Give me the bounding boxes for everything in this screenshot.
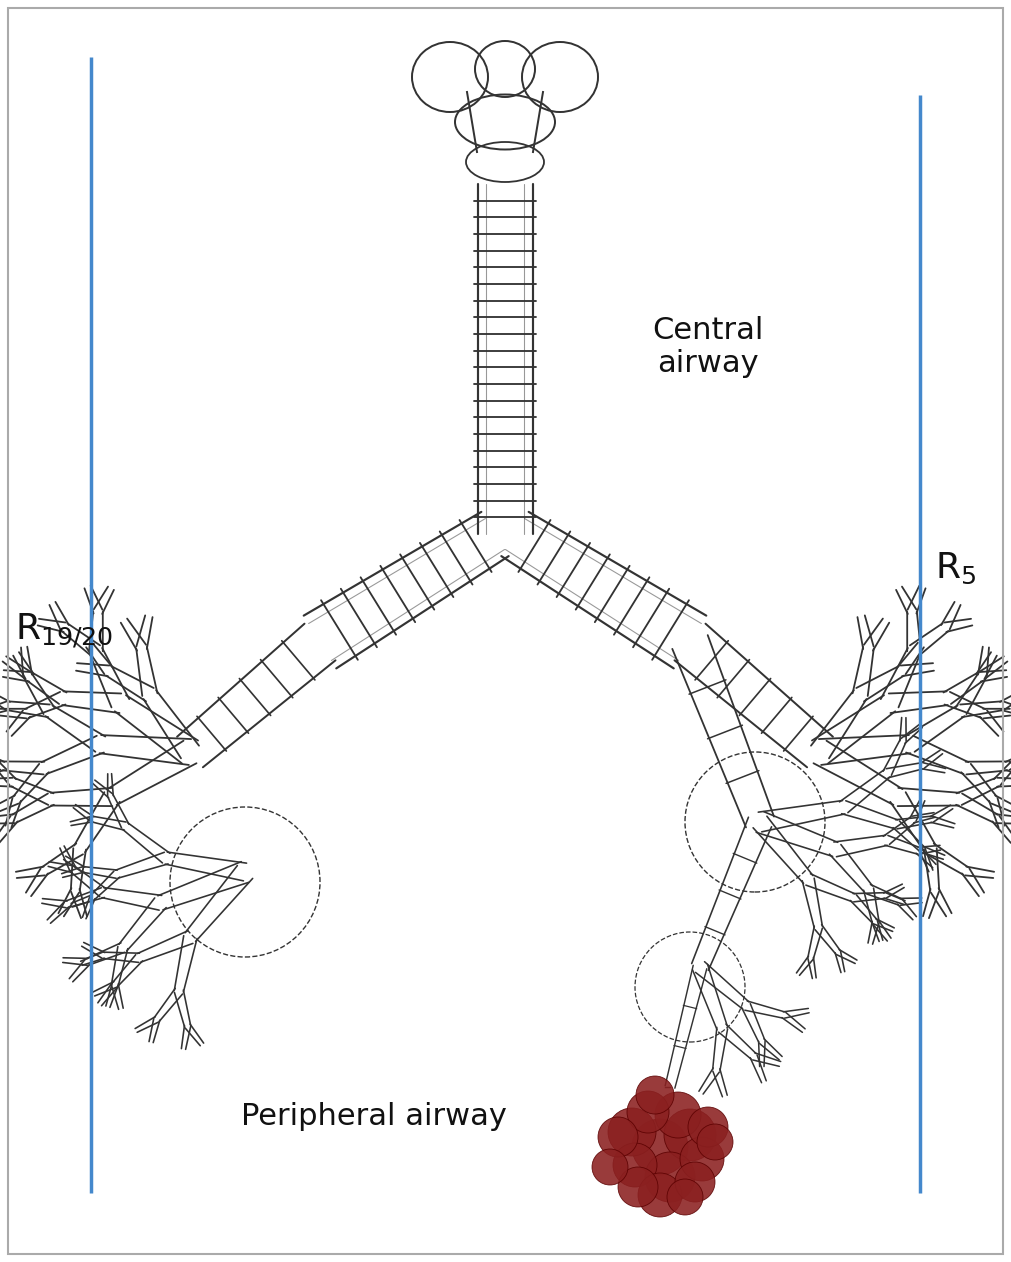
Circle shape xyxy=(608,1108,656,1156)
Text: Peripheral airway: Peripheral airway xyxy=(242,1103,507,1131)
Circle shape xyxy=(655,1092,701,1138)
Circle shape xyxy=(618,1167,658,1206)
Text: Central
airway: Central airway xyxy=(652,316,763,379)
Circle shape xyxy=(636,1076,674,1114)
Circle shape xyxy=(664,1109,716,1161)
Circle shape xyxy=(632,1119,688,1175)
Circle shape xyxy=(680,1137,724,1181)
Text: R$_{5}$: R$_{5}$ xyxy=(935,550,977,586)
Circle shape xyxy=(638,1172,682,1217)
Circle shape xyxy=(645,1152,695,1201)
Circle shape xyxy=(613,1143,657,1188)
Circle shape xyxy=(627,1092,669,1133)
Text: R$_{19/20}$: R$_{19/20}$ xyxy=(15,612,113,650)
Circle shape xyxy=(675,1162,715,1201)
Circle shape xyxy=(598,1117,638,1157)
Circle shape xyxy=(697,1124,733,1160)
Circle shape xyxy=(688,1107,728,1147)
Circle shape xyxy=(592,1148,628,1185)
Circle shape xyxy=(667,1179,703,1215)
